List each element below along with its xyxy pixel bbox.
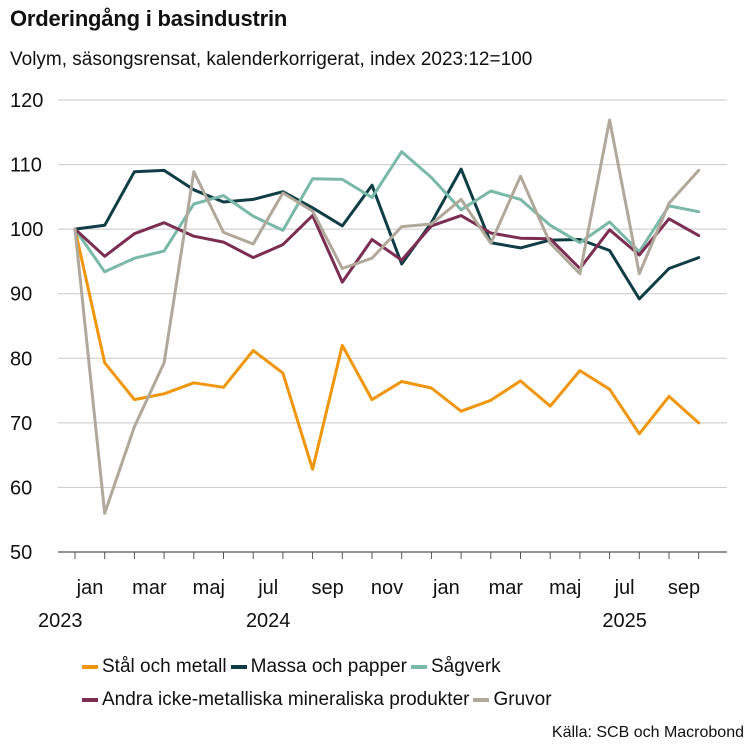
x-tick-label: jan bbox=[432, 577, 460, 599]
legend-label-sagverk: Sågverk bbox=[430, 655, 501, 677]
legend-item-massa: Massa och papper bbox=[230, 655, 407, 678]
x-year-label: 2025 bbox=[602, 610, 647, 632]
legend-item-stal: Stål och metall bbox=[82, 656, 227, 678]
y-tick-label: 50 bbox=[10, 542, 32, 564]
x-tick-label: maj bbox=[193, 577, 225, 599]
chart-subtitle: Volym, säsongsrensat, kalenderkorrigerat… bbox=[10, 49, 533, 70]
x-tick-label: jul bbox=[257, 577, 278, 599]
series-line-0 bbox=[73, 227, 701, 471]
x-tick-label: maj bbox=[549, 577, 581, 599]
line-chart: 50 60 70 80 90 100 110 120 jan mar maj jul sep nov jan… bbox=[10, 90, 727, 632]
y-tick-label: 100 bbox=[10, 219, 43, 241]
x-tick-label: mar bbox=[489, 577, 524, 599]
x-year-label: 2024 bbox=[246, 610, 291, 632]
series-line-1 bbox=[73, 167, 701, 301]
y-tick-label: 120 bbox=[10, 90, 43, 112]
legend-row-1: Stål och metall Massa och papper Sågverk bbox=[82, 650, 556, 683]
legend-swatch-andra bbox=[82, 697, 98, 702]
legend-label-massa: Massa och papper bbox=[250, 655, 407, 677]
series-line-4 bbox=[73, 118, 701, 515]
y-tick-label: 70 bbox=[10, 413, 32, 435]
legend-item-andra: Andra icke-metalliska mineraliska produk… bbox=[82, 689, 469, 711]
legend-swatch-stal bbox=[82, 664, 98, 669]
x-tick-label: jan bbox=[76, 577, 104, 599]
legend-item-sagverk: Sågverk bbox=[410, 655, 501, 678]
y-tick-label: 80 bbox=[10, 348, 32, 370]
x-tick-label: mar bbox=[132, 577, 167, 599]
legend-row-2: Andra icke-metalliska mineraliska produk… bbox=[82, 683, 556, 716]
x-tick-label: jul bbox=[614, 577, 635, 599]
x-year-label: 2023 bbox=[38, 610, 83, 632]
source-note: Källa: SCB och Macrobond bbox=[551, 724, 744, 741]
legend-item-gruvor: Gruvor bbox=[473, 688, 552, 711]
legend-label-stal: Stål och metall bbox=[102, 655, 227, 677]
y-tick-label: 90 bbox=[10, 284, 32, 306]
y-tick-label: 60 bbox=[10, 477, 32, 499]
x-tick-label: nov bbox=[371, 577, 403, 599]
legend-label-andra: Andra icke-metalliska mineraliska produk… bbox=[102, 688, 470, 710]
legend-label-gruvor: Gruvor bbox=[493, 688, 552, 710]
legend: Stål och metall Massa och papper Sågverk… bbox=[82, 650, 556, 716]
legend-swatch-gruvor bbox=[473, 697, 490, 702]
y-tick-label: 110 bbox=[10, 155, 42, 177]
series-line-2 bbox=[73, 150, 701, 274]
x-tick-label: sep bbox=[668, 577, 700, 599]
legend-swatch-sagverk bbox=[410, 664, 427, 669]
chart-title: Orderingång i basindustrin bbox=[10, 6, 288, 31]
x-tick-label: sep bbox=[311, 577, 343, 599]
legend-swatch-massa bbox=[230, 664, 247, 669]
series-line-3 bbox=[73, 214, 701, 284]
